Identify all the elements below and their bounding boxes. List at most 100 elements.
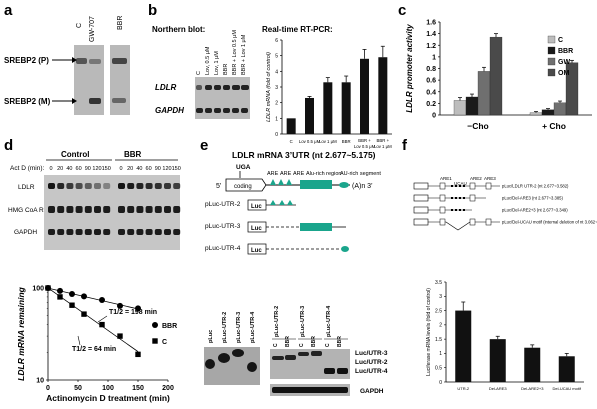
legend-label: GW — [558, 59, 570, 66]
y-tick-label: 1 — [439, 351, 442, 357]
gapdh-band — [145, 229, 153, 235]
halflife-annotation: T1/2 = 64 min — [72, 346, 116, 353]
bar — [453, 100, 467, 116]
y-tick-label: 10 — [36, 378, 44, 385]
x-tick-label: 0 — [46, 385, 50, 392]
band-label: SREBP2 (P) — [4, 56, 49, 65]
band — [218, 353, 230, 363]
lane-label: Lov, 1 μM — [214, 51, 220, 75]
timepoint-label: 90 — [85, 166, 91, 172]
band — [298, 352, 309, 356]
band-label: Luc/UTR-4 — [355, 368, 388, 375]
group-label: −Cho — [467, 121, 489, 131]
y-tick-label: 0 — [439, 380, 442, 386]
hmgcr-band — [48, 206, 55, 213]
gapdh-band — [94, 229, 101, 235]
pointer-arrow-head — [72, 57, 77, 63]
band — [196, 108, 203, 113]
are-box — [439, 218, 446, 226]
timepoint-label: 0 — [49, 166, 52, 172]
lane-sub-label: BBR — [285, 336, 291, 347]
data-point — [69, 302, 75, 308]
lane-label: BBR — [117, 16, 124, 30]
x-tick-label: 50 — [74, 385, 82, 392]
x-tick-label: Lov 0.5 μM — [299, 139, 321, 144]
hmgcr-band — [164, 206, 171, 213]
hmgcr-band — [154, 206, 162, 213]
legend-swatch — [547, 57, 556, 66]
lane-label: BBR — [223, 64, 229, 75]
panel-d: d Control BBR Act D (min): 0 20 40 60 90 120 1… — [4, 137, 181, 403]
y-tick-label: 1.4 — [426, 31, 436, 38]
bar — [455, 310, 472, 382]
legend-swatch — [547, 68, 556, 77]
x-tick-label: Lov 0.5 μM — [354, 144, 376, 149]
gapdh-band — [66, 229, 74, 235]
luc-box — [413, 218, 429, 226]
band — [214, 85, 221, 90]
data-point — [135, 351, 141, 358]
hmgcr-band — [57, 206, 65, 213]
deletion-mark — [445, 221, 471, 231]
bar — [489, 339, 506, 382]
blot2-lane-labels: pLuc-UTR-2 C BBR pLuc-UTR-3 C BBR pLuc-UTR-4 C B… — [272, 305, 348, 347]
panel-e-label: e — [200, 137, 208, 154]
timepoint-label: 20 — [57, 166, 63, 172]
lane-label: GW-707 — [89, 16, 96, 42]
legend-label: C — [558, 37, 563, 44]
gapdh-band — [103, 229, 111, 235]
blot-image — [195, 77, 250, 119]
actd-label: Act D (min): — [10, 165, 45, 172]
are-box — [469, 182, 476, 190]
x-tick-label: BBR + — [358, 138, 371, 143]
bar — [553, 102, 567, 116]
f-construct-list: pLuc/LDLR UTR-2 (nt 2.677~3.582) pLuc/Del… — [413, 182, 597, 231]
y-tick-label: 0.4 — [426, 89, 436, 96]
timepoint-labels: 0 20 40 60 90 120 150 0 20 40 60 90 120 150 — [49, 166, 180, 172]
panel-b: b Northern blot: Real-time RT-PCR: C Lov,… — [148, 2, 392, 149]
legend-swatch — [547, 46, 556, 55]
lane-label: pLuc-UTR-2 — [222, 312, 228, 343]
are-element — [270, 179, 276, 185]
data-point — [81, 311, 87, 317]
five-prime: 5’ — [216, 183, 222, 190]
panel-f: f ARE1 UCAU ARE2 ARE3 pLuc/LDLR UTR-2 (n… — [402, 137, 597, 391]
y-tick-label: 0 — [432, 113, 436, 120]
are-label: ARE3 — [484, 176, 496, 181]
band — [112, 98, 126, 103]
gapdh-band — [118, 229, 125, 235]
band — [285, 355, 296, 360]
timepoint-label: 0 — [119, 166, 122, 172]
band-label: Luc/UTR-3 — [355, 350, 388, 357]
legend-marker — [152, 338, 158, 344]
bar — [286, 118, 296, 134]
bar — [558, 356, 575, 382]
y-tick-label: 2 — [275, 101, 278, 107]
lane-label: pLuc — [208, 330, 214, 343]
are-label: ARE2 — [470, 176, 482, 181]
y-tick-label: 0.2 — [426, 101, 436, 108]
gapdh-band — [272, 387, 348, 393]
blot-image — [110, 45, 130, 115]
timepoint-label: 20 — [127, 166, 133, 172]
ldlr-band — [145, 183, 153, 189]
bar — [360, 58, 369, 134]
gapdh-band — [136, 229, 144, 235]
fit-line — [47, 287, 139, 352]
are-label: ARE — [280, 171, 292, 177]
blot1-lane-labels: pLuc pLuc-UTR-2 pLuc-UTR-3 pLuc-UTR-4 — [208, 311, 256, 343]
pointer-arrow-head — [72, 98, 77, 104]
utr-title: LDLR mRNA 3’UTR (nt 2.677~5.175) — [232, 150, 376, 160]
hmgcr-band — [84, 206, 92, 213]
x-tick-label: Lov 1 μM — [374, 144, 392, 149]
legend-swatch — [547, 35, 556, 44]
are-label: ARE1 — [440, 176, 452, 181]
y-tick-label: 1.6 — [426, 20, 436, 27]
ucau-mark — [451, 209, 453, 211]
timepoint-label: 60 — [146, 166, 152, 172]
are-box — [439, 182, 446, 190]
annotation-pointer — [97, 315, 108, 323]
band — [232, 108, 239, 113]
panel-f-label: f — [402, 137, 408, 154]
